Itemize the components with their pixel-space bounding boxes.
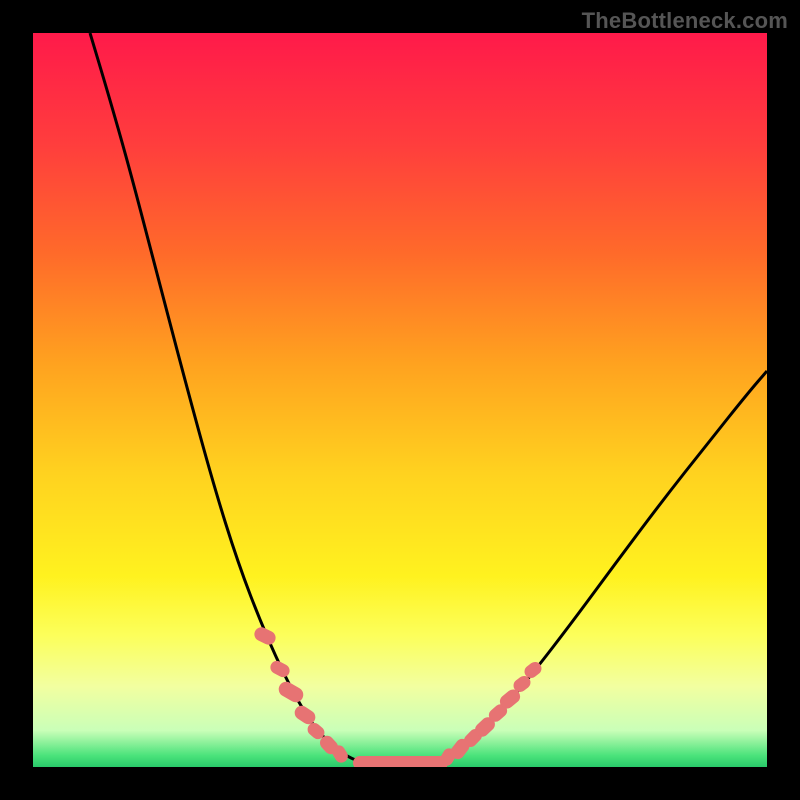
bottleneck-band xyxy=(353,756,448,767)
plot-area xyxy=(33,33,767,767)
marker-layer xyxy=(33,33,767,767)
marker-left xyxy=(268,659,292,680)
marker-left xyxy=(276,679,306,705)
marker-left xyxy=(252,625,278,647)
watermark: TheBottleneck.com xyxy=(582,8,788,34)
